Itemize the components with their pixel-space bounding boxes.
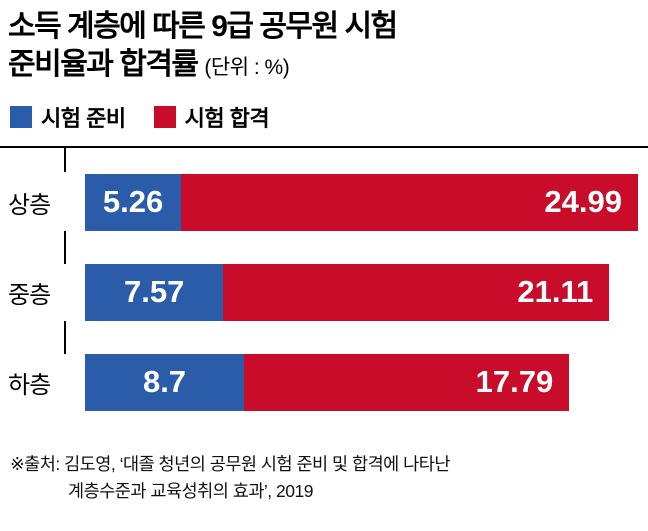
bar-row: 상층 5.26 24.99 (0, 173, 648, 231)
legend-item-pass: 시험 합격 (153, 101, 270, 133)
value-label: 7.57 (124, 274, 185, 310)
axis-tick (64, 230, 66, 264)
prep-bar-segment: 8.7 (85, 353, 245, 411)
pass-bar-segment: 17.79 (244, 353, 570, 411)
legend-item-prep: 시험 준비 (10, 101, 126, 133)
header-divider (0, 145, 648, 148)
value-label: 24.99 (544, 184, 622, 220)
unit-note: (단위 : %) (204, 56, 290, 80)
pass-bar-segment: 24.99 (181, 173, 638, 231)
bar-chart: 상층 5.26 24.99 중층 7.57 21.11 하층 8.7 17.79 (0, 147, 648, 411)
title-line-1: 소득 계층에 따른 9급 공무원 시험 (8, 10, 398, 43)
value-label: 17.79 (475, 364, 554, 400)
legend-swatch-prep (10, 105, 32, 128)
legend: 시험 준비 시험 합격 (10, 101, 648, 133)
source-line-1: ※출처: 김도영, ‘대졸 청년의 공무원 시험 준비 및 합격에 나타난 (10, 453, 450, 474)
axis-tick (64, 147, 66, 172)
bar-row: 하층 8.7 17.79 (0, 353, 648, 411)
value-label: 21.11 (517, 274, 594, 310)
prep-bar-segment: 7.57 (85, 263, 224, 321)
legend-label-pass: 시험 합격 (184, 105, 270, 131)
category-label: 중층 (8, 281, 51, 309)
title-line-2: 준비율과 합격률 (8, 48, 199, 82)
source-note: ※출처: 김도영, ‘대졸 청년의 공무원 시험 준비 및 합격에 나타난 계층… (10, 451, 638, 505)
category-label: 하층 (8, 371, 51, 399)
category-label: 상층 (8, 191, 51, 219)
legend-swatch-pass (153, 105, 176, 128)
source-line-2: 계층수준과 교육성취의 효과’, 2019 (68, 480, 313, 501)
value-label: 8.7 (142, 364, 187, 400)
chart-title: 소득 계층에 따른 9급 공무원 시험 준비율과 합격률 (단위 : %) (8, 8, 640, 85)
value-label: 5.26 (102, 184, 164, 220)
bar-track: 8.7 17.79 (85, 353, 638, 411)
axis-tick (64, 320, 66, 354)
legend-label-prep: 시험 준비 (41, 105, 126, 131)
prep-bar-segment: 5.26 (85, 173, 182, 231)
bar-row: 중층 7.57 21.11 (0, 263, 648, 321)
pass-bar-segment: 21.11 (223, 263, 610, 321)
bar-track: 7.57 21.11 (85, 263, 638, 321)
bar-track: 5.26 24.99 (85, 173, 638, 231)
